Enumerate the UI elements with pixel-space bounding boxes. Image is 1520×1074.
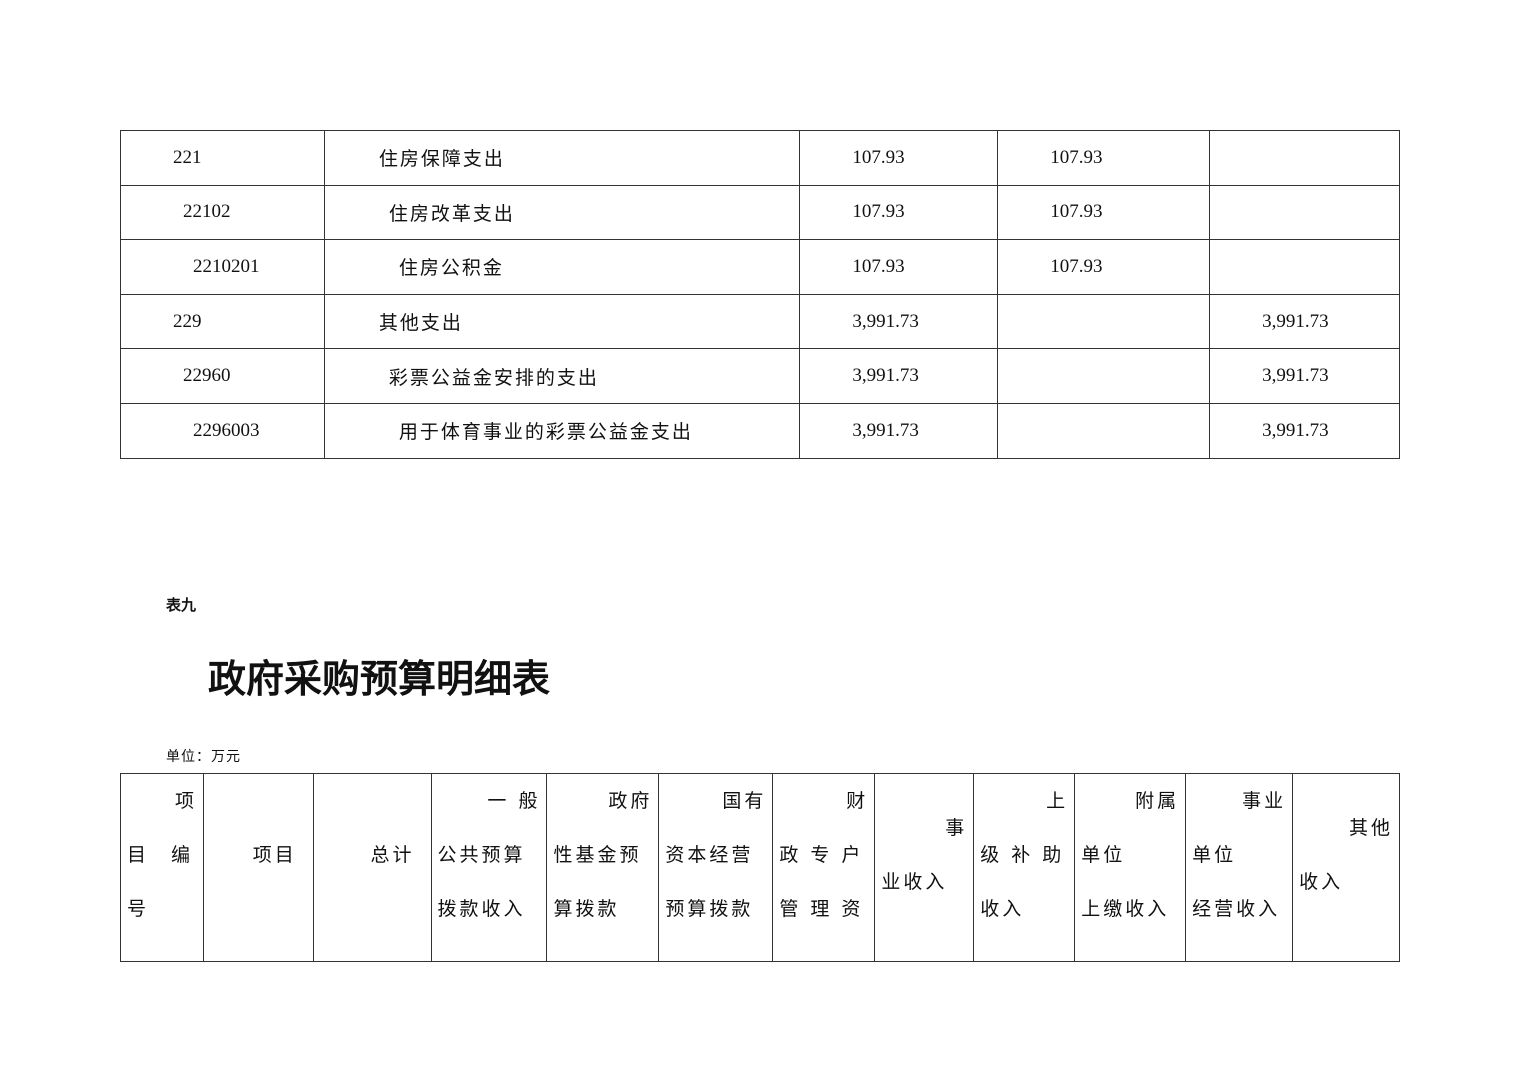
basic-expenditure-cell (997, 402, 1211, 459)
header-line: 号 (127, 898, 150, 920)
code-cell: 2210201 (120, 239, 325, 295)
table-row: 221 住房保障支出 107.93 107.93 (120, 130, 1400, 186)
column-header: 附属单位上缴收入 (1074, 773, 1187, 962)
header-line: 上 (1046, 790, 1069, 812)
table-row: 22960 彩票公益金安排的支出 3,991.73 3,991.73 (120, 348, 1400, 404)
project-expenditure-cell (1209, 239, 1400, 295)
basic-expenditure-cell (997, 293, 1211, 350)
header-line: 性基金预 (553, 844, 642, 866)
procurement-budget-table: 项目 编号项目 总计一 般公共预算 拨款收入 政府 性基金预 算拨款 国有 资本经营 预算拨款财… (120, 773, 1400, 962)
header-line: 拨款收入 (437, 898, 526, 920)
basic-expenditure-cell: 107.93 (997, 130, 1211, 186)
column-header: 事业单位经营收入 (1185, 773, 1294, 962)
column-header: 项目 (202, 773, 314, 962)
header-line: 收入 (980, 898, 1025, 920)
code-cell: 229 (120, 293, 325, 350)
header-line: 级 补 助 (980, 844, 1065, 866)
header-line (210, 882, 307, 936)
name-cell: 其他支出 (323, 293, 801, 350)
header-line: 业收入 (881, 871, 948, 893)
column-header: 项目 编号 (120, 773, 204, 962)
column-header: 事业收入 (874, 773, 975, 962)
project-expenditure-cell: 3,991.73 (1209, 348, 1400, 404)
header-line: 财 (846, 790, 869, 812)
project-expenditure-cell (1209, 184, 1400, 241)
header-line: 政 专 户 (779, 844, 864, 866)
total-cell: 3,991.73 (799, 348, 999, 404)
header-line: 总计 (370, 844, 415, 866)
column-header: 上级 补 助收入 (973, 773, 1076, 962)
header-line: 附属 (1135, 790, 1180, 812)
name-cell: 彩票公益金安排的支出 (323, 348, 801, 404)
column-header: 一 般公共预算拨款收入 (430, 773, 548, 962)
header-line: 其他 (1348, 817, 1393, 839)
basic-expenditure-cell: 107.93 (997, 239, 1211, 295)
code-cell: 221 (120, 130, 325, 186)
name-cell: 住房保障支出 (323, 130, 801, 186)
header-line: 政府 (608, 790, 653, 812)
header-line: 一 般 (487, 790, 541, 812)
code-cell: 22960 (120, 348, 325, 404)
header-line (320, 774, 425, 828)
unit-label: 单位：万元 (166, 749, 241, 765)
table-row: 2296003 用于体育事业的彩票公益金支出 3,991.73 3,991.73 (120, 402, 1400, 459)
total-cell: 3,991.73 (799, 293, 999, 350)
header-line: 事业 (1242, 790, 1287, 812)
header-line: 预算拨款 (665, 898, 754, 920)
basic-expenditure-cell: 107.93 (997, 184, 1211, 241)
table-row: 22102 住房改革支出 107.93 107.93 (120, 184, 1400, 241)
column-header: 总计 (312, 773, 432, 962)
total-cell: 107.93 (799, 130, 999, 186)
column-header: 政府性基金预算拨款 (546, 773, 660, 962)
table-row: 2210201 住房公积金 107.93 107.93 (120, 239, 1400, 295)
name-cell: 住房公积金 (323, 239, 801, 295)
expenditure-table: 221 住房保障支出 107.93 107.93 22102 住房改革支出 107.93 10… (120, 130, 1400, 459)
project-expenditure-cell (1209, 130, 1400, 186)
table-row: 229 其他支出 3,991.73 3,991.73 (120, 293, 1400, 350)
name-cell: 用于体育事业的彩票公益金支出 (323, 402, 801, 459)
total-cell: 107.93 (799, 184, 999, 241)
column-header: 其他收入 (1292, 773, 1400, 962)
header-line: 项 (174, 790, 197, 812)
header-line: 国有 (722, 790, 767, 812)
header-line (210, 774, 307, 828)
header-line: 经营收入 (1192, 898, 1281, 920)
total-cell: 107.93 (799, 239, 999, 295)
basic-expenditure-cell (997, 348, 1211, 404)
code-cell: 22102 (120, 184, 325, 241)
total-cell: 3,991.73 (799, 402, 999, 459)
header-line: 事 (945, 817, 968, 839)
header-line: 收入 (1299, 871, 1344, 893)
header-line: 资本经营 (665, 844, 754, 866)
header-line: 项目 (252, 844, 297, 866)
column-header: 财政 专 户管 理 资 (772, 773, 876, 962)
header-line: 上缴收入 (1081, 898, 1170, 920)
header-line: 算拨款 (553, 898, 620, 920)
page-title: 政府采购预算明细表 (208, 656, 551, 701)
name-cell: 住房改革支出 (323, 184, 801, 241)
table-number: 表九 (166, 596, 197, 614)
header-line: 单位 (1192, 844, 1237, 866)
header-line: 管 理 资 (779, 898, 864, 920)
column-header: 国有资本经营预算拨款 (658, 773, 774, 962)
header-line: 目 编 (127, 844, 194, 866)
header-line: 单位 (1081, 844, 1126, 866)
header-line: 公共预算 (437, 844, 526, 866)
project-expenditure-cell: 3,991.73 (1209, 293, 1400, 350)
header-line (320, 882, 425, 936)
project-expenditure-cell: 3,991.73 (1209, 402, 1400, 459)
code-cell: 2296003 (120, 402, 325, 459)
